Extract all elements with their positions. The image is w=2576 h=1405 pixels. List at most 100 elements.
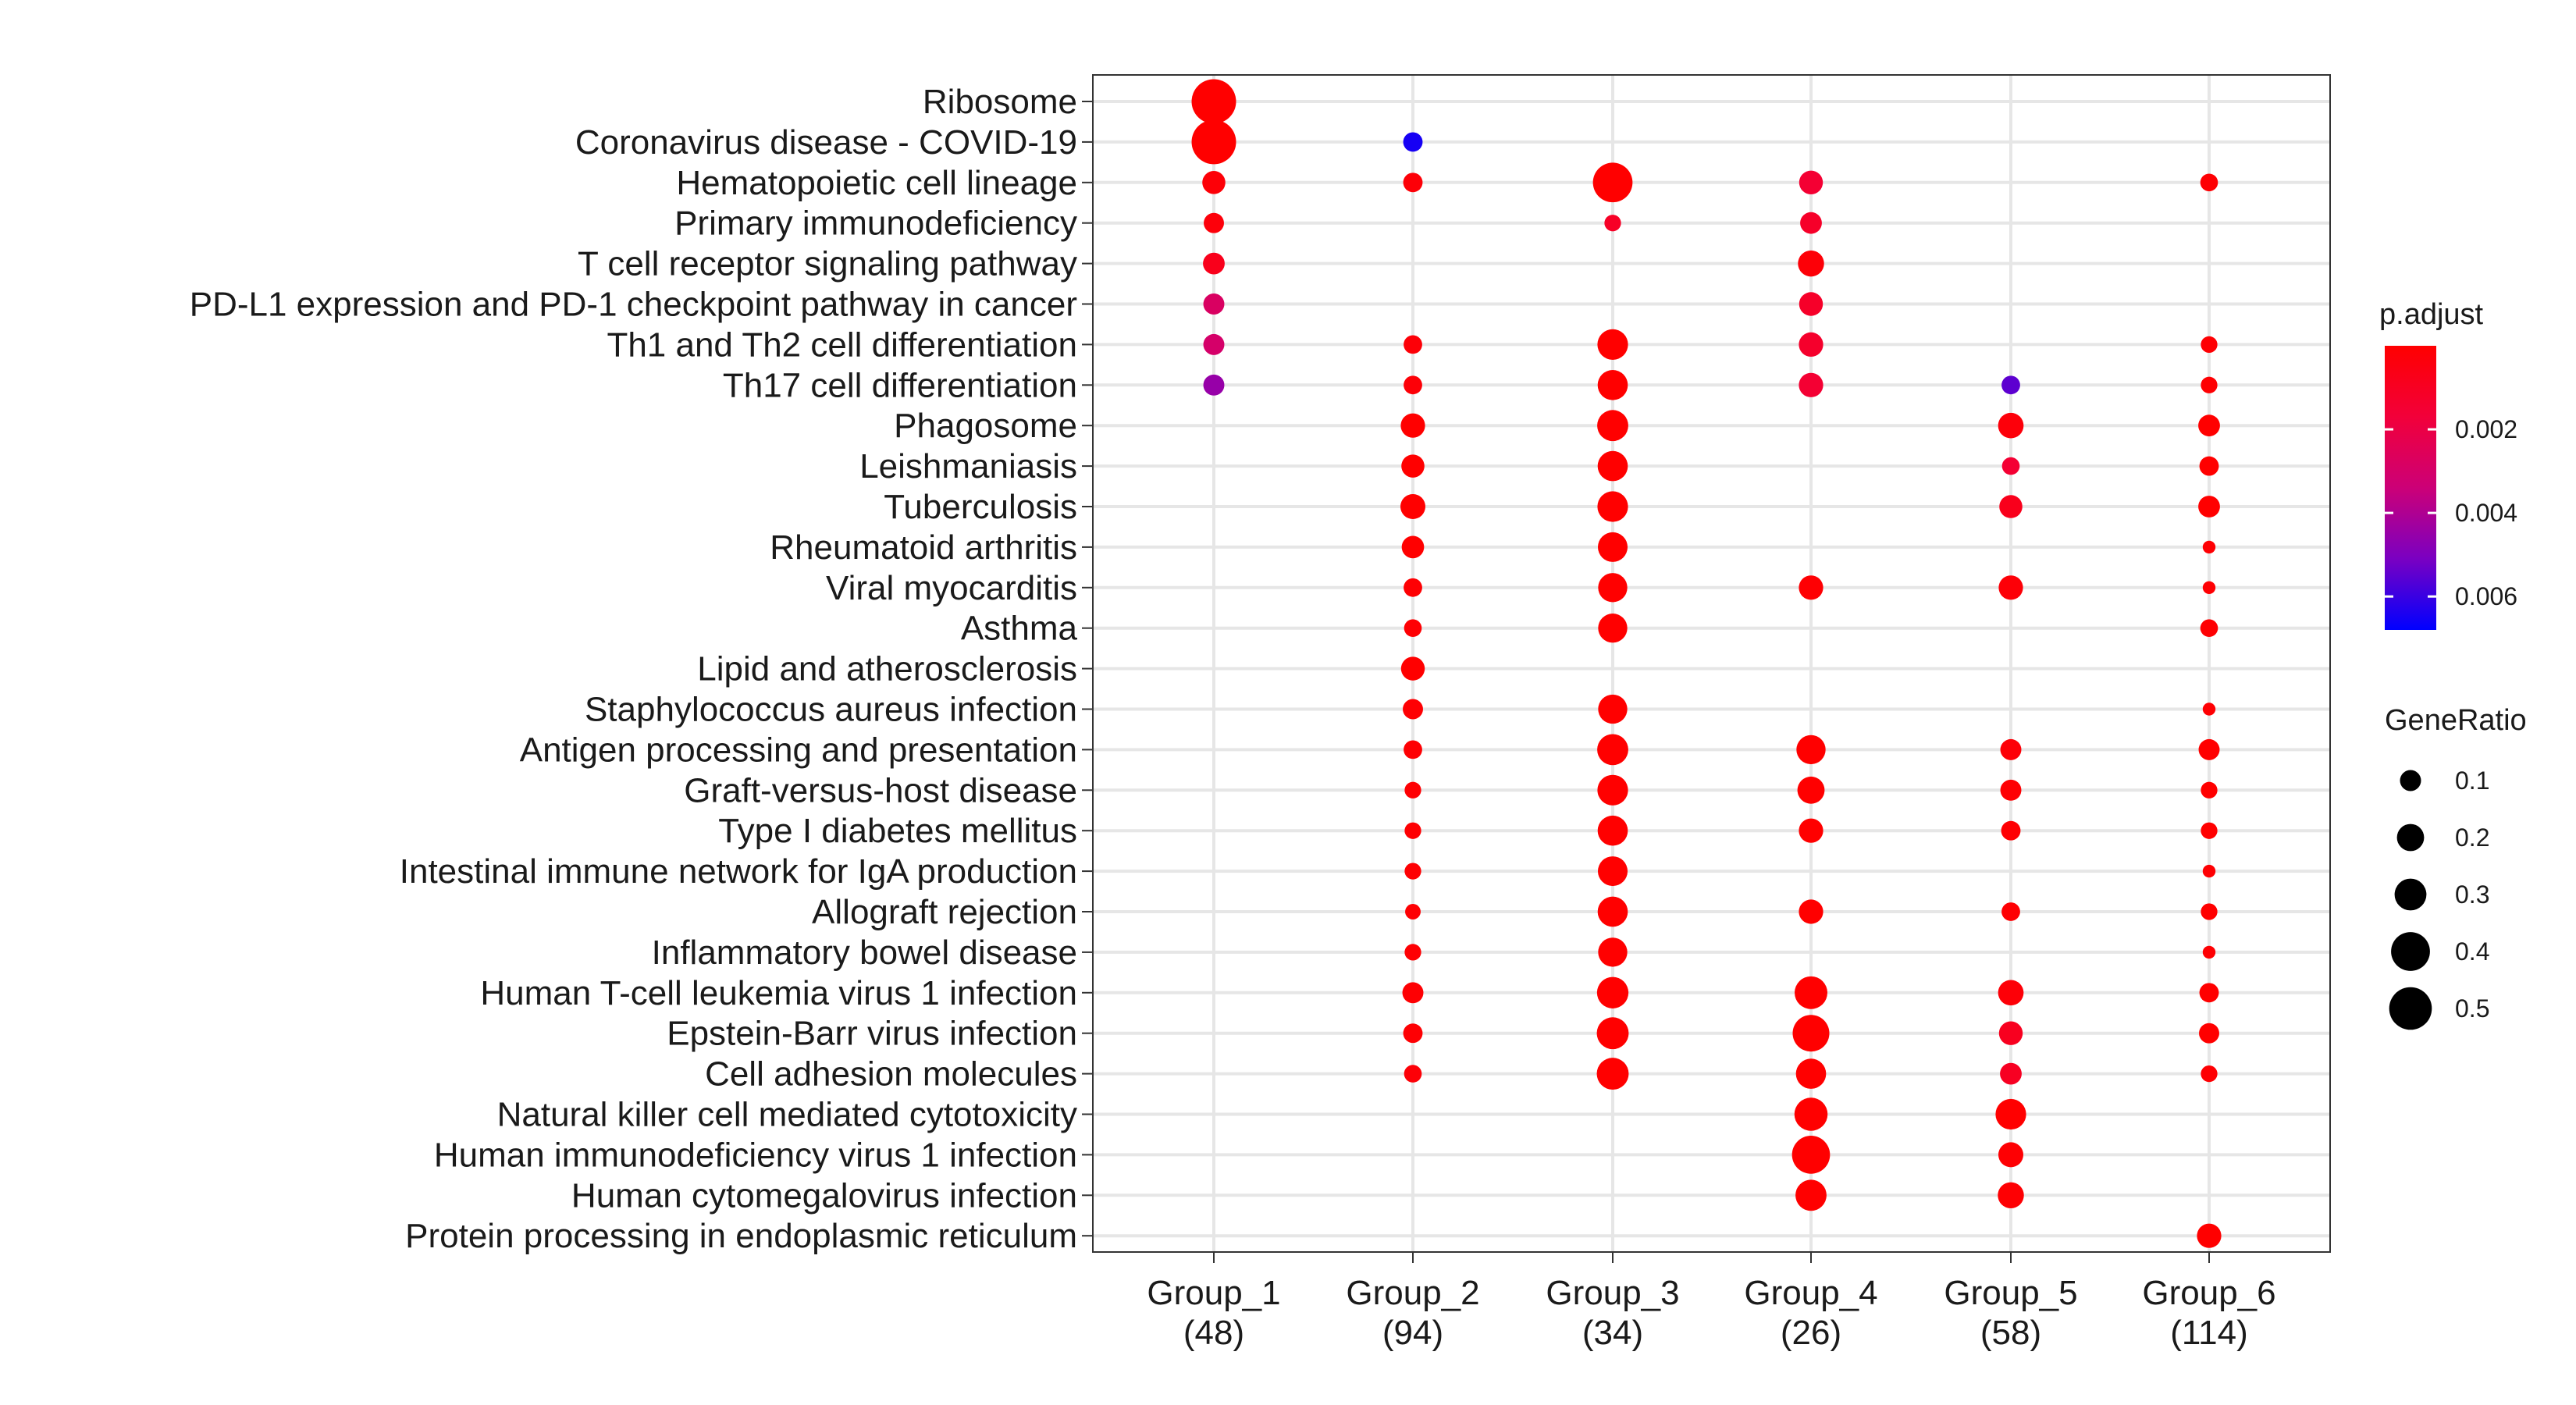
data-point	[1403, 1023, 1423, 1044]
data-point	[1998, 1021, 2023, 1045]
data-point	[1597, 856, 1628, 887]
data-point	[1203, 252, 1225, 275]
y-tick-label: Intestinal immune network for IgA produc…	[400, 852, 1077, 891]
data-point	[1597, 410, 1628, 442]
y-tick-label: Type I diabetes mellitus	[718, 812, 1077, 850]
color-legend-tick-label: 0.004	[2455, 499, 2517, 527]
data-point	[1202, 171, 1226, 194]
color-legend-tick-label: 0.002	[2455, 415, 2517, 443]
data-point	[1597, 774, 1628, 806]
data-point	[1400, 494, 1425, 519]
data-point	[1403, 699, 1423, 720]
data-point	[1404, 822, 1421, 839]
data-point	[1598, 694, 1628, 724]
data-point	[1191, 119, 1236, 165]
data-point	[1203, 333, 1225, 355]
y-tick-label: T cell receptor signaling pathway	[578, 245, 1077, 283]
data-point	[2000, 779, 2022, 801]
data-point	[1795, 1179, 1827, 1211]
x-tick-count-label: (94)	[1382, 1314, 1443, 1352]
data-point	[1799, 292, 1823, 316]
data-point	[2198, 738, 2220, 760]
y-tick-label: Primary immunodeficiency	[674, 205, 1077, 243]
size-legend: GeneRatio 0.1 0.2 0.3 0.4 0.5	[2385, 704, 2527, 1030]
data-point	[2201, 336, 2218, 354]
data-point	[1998, 1142, 2023, 1168]
y-tick-label: Hematopoietic cell lineage	[676, 164, 1077, 202]
y-tick-label: Inflammatory bowel disease	[652, 934, 1077, 972]
data-point	[1598, 614, 1628, 643]
data-point	[1792, 1015, 1830, 1052]
y-tick-label: Tuberculosis	[884, 488, 1077, 526]
data-point	[1404, 335, 1422, 354]
y-tick-label: Leishmaniasis	[859, 447, 1077, 486]
data-point	[1999, 495, 2023, 518]
data-point	[1204, 212, 1224, 233]
data-point	[2001, 375, 2020, 395]
data-point	[1799, 170, 1823, 195]
y-tick-label: Th17 cell differentiation	[723, 366, 1077, 404]
data-point	[2000, 738, 2022, 760]
y-tick-label: Graft-versus-host disease	[684, 771, 1077, 809]
data-point	[1596, 1058, 1629, 1090]
data-point	[1203, 374, 1225, 396]
data-point	[1796, 735, 1826, 765]
data-point	[1400, 656, 1425, 681]
data-point	[2198, 496, 2220, 518]
data-point	[1795, 1058, 1827, 1089]
data-point	[1598, 573, 1628, 603]
data-point	[1597, 815, 1628, 846]
data-point	[1998, 980, 2024, 1006]
size-legend-dot	[2400, 770, 2421, 791]
data-point	[1998, 575, 2023, 600]
data-point	[2200, 619, 2218, 638]
data-point	[2202, 702, 2216, 716]
size-legend-label: 0.5	[2455, 994, 2489, 1023]
data-point	[2201, 376, 2218, 393]
data-point	[1995, 1098, 2026, 1130]
data-point	[1203, 293, 1225, 315]
data-point	[1597, 734, 1628, 766]
y-tick-label: Coronavirus disease - COVID-19	[575, 123, 1077, 162]
data-point	[2201, 1065, 2218, 1083]
data-point	[1998, 412, 2024, 439]
grid-lines	[1093, 75, 2330, 1252]
y-tick-label: Staphylococcus aureus infection	[585, 691, 1077, 729]
x-tick-count-label: (58)	[1980, 1314, 2041, 1352]
data-point	[2199, 456, 2219, 476]
y-tick-label: Th1 and Th2 cell differentiation	[607, 325, 1077, 364]
x-tick-count-label: (26)	[1781, 1314, 1841, 1352]
x-tick-count-label: (48)	[1183, 1314, 1244, 1352]
data-point	[2201, 903, 2218, 920]
x-tick-label: Group_1	[1147, 1274, 1280, 1312]
data-point	[1799, 575, 1823, 600]
data-point	[1799, 899, 1823, 924]
data-point	[2198, 414, 2220, 437]
color-legend-tick-label: 0.006	[2455, 582, 2517, 610]
data-point	[1400, 413, 1425, 438]
data-point	[1604, 215, 1621, 232]
x-tick-count-label: (34)	[1582, 1314, 1643, 1352]
x-tick-label: Group_3	[1546, 1274, 1679, 1312]
size-legend-dot	[2389, 987, 2432, 1030]
data-point	[1597, 369, 1628, 400]
y-tick-label: Natural killer cell mediated cytotoxicit…	[497, 1096, 1077, 1134]
size-legend-items: 0.1 0.2 0.3 0.4 0.5	[2389, 767, 2489, 1030]
data-point	[1597, 532, 1628, 562]
data-point	[1403, 173, 1423, 193]
data-point	[1401, 454, 1425, 478]
data-point	[2202, 540, 2216, 554]
data-point	[2200, 173, 2218, 192]
size-legend-label: 0.2	[2455, 823, 2489, 852]
data-point	[1597, 450, 1628, 482]
data-point	[1404, 944, 1421, 961]
x-axis: Group_1(48) Group_2(94) Group_3(34) Group_4…	[1147, 1252, 2276, 1352]
data-point	[2000, 1062, 2022, 1085]
x-tick-label: Group_2	[1346, 1274, 1479, 1312]
data-point	[2199, 1023, 2219, 1044]
data-point	[1794, 1097, 1828, 1131]
data-point	[1402, 982, 1424, 1004]
color-legend-bar	[2385, 346, 2436, 630]
y-tick-label: Human immunodeficiency virus 1 infection	[434, 1136, 1077, 1174]
